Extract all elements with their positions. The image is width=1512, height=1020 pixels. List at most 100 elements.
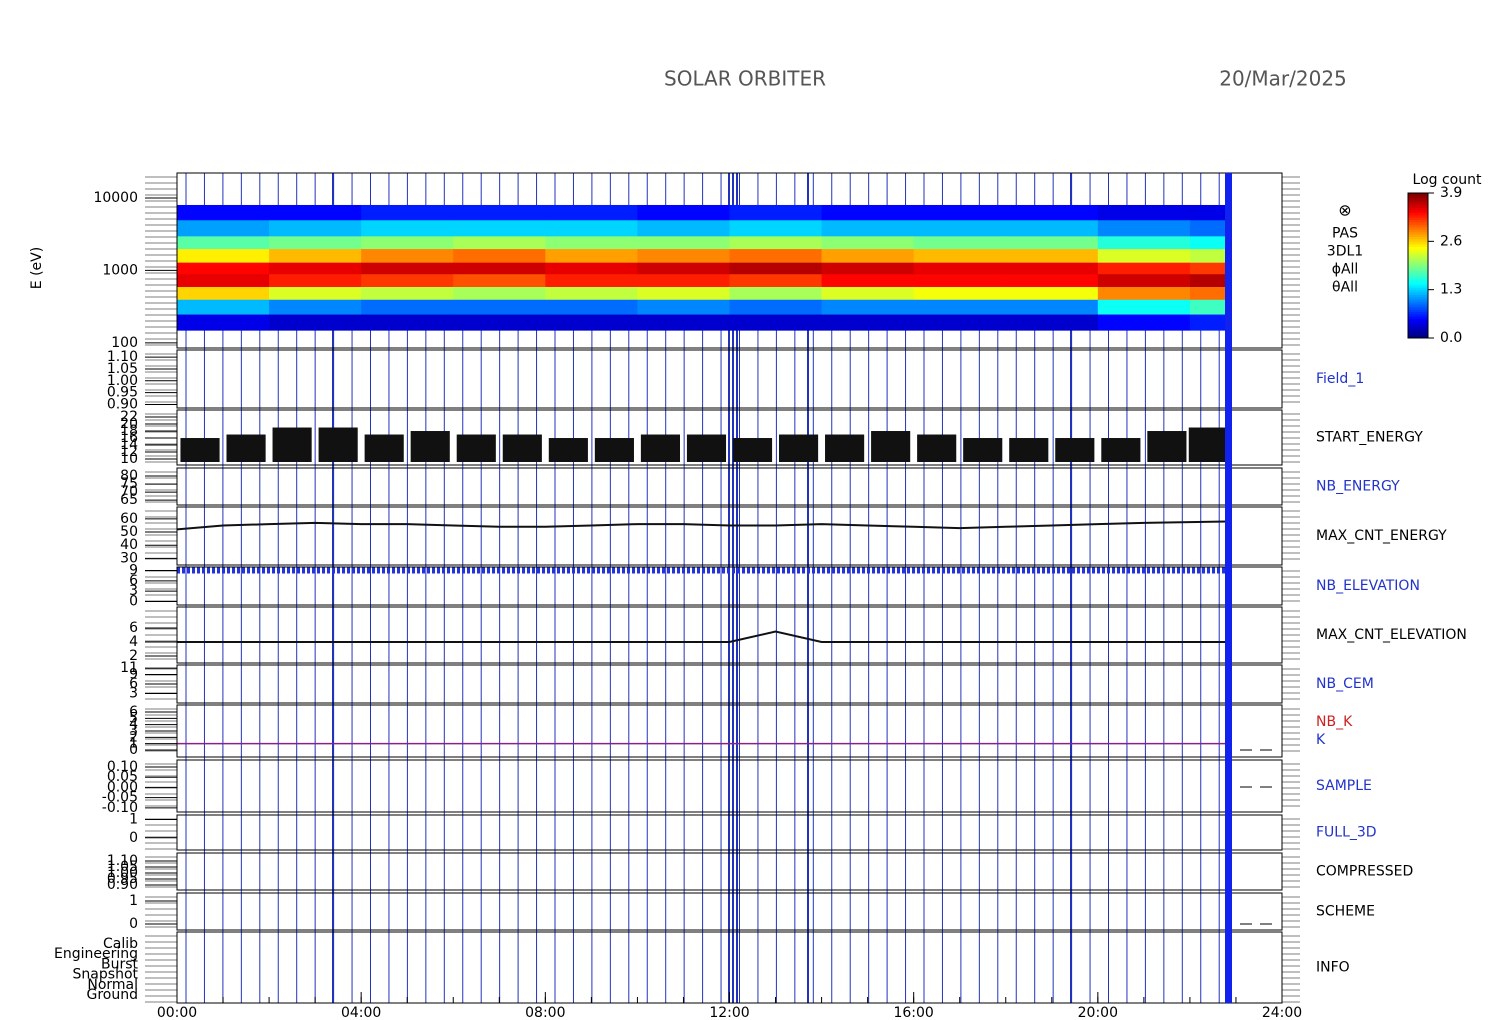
heatmap-cell — [361, 299, 454, 315]
y-tick-label: 6 — [129, 620, 138, 636]
colorbar-swatch — [1408, 270, 1428, 274]
y-tick-label: 1.05 — [107, 361, 138, 377]
heatmap-cell — [1189, 248, 1228, 263]
colorbar-swatch — [1408, 333, 1428, 337]
heatmap-cell — [1005, 299, 1099, 315]
y-tick-label: 6 — [129, 573, 138, 589]
y-tick-label: 0.95 — [107, 385, 138, 401]
heatmap-cell — [361, 235, 454, 250]
y-tick-label: 4 — [129, 634, 138, 650]
y-tick-label: 1 — [129, 893, 138, 909]
heatmap-cell — [453, 314, 546, 331]
colorbar-swatch — [1408, 255, 1428, 259]
panel-label: NB_ELEVATION — [1316, 578, 1420, 594]
category-label: Calib — [103, 936, 138, 952]
colorbar-swatch — [1408, 282, 1428, 286]
heatmap-cell — [821, 248, 915, 263]
colorbar-swatch — [1408, 193, 1428, 196]
heatmap-cell — [453, 219, 546, 237]
colorbar-swatch — [1408, 246, 1428, 250]
colorbar-swatch — [1408, 197, 1428, 201]
y-tick-label: 1000 — [102, 262, 138, 278]
colorbar-swatch — [1408, 238, 1428, 242]
panel-frame — [176, 814, 1283, 851]
x-tick-label: 24:00 — [1262, 1005, 1302, 1020]
x-tick-label: 16:00 — [893, 1005, 933, 1020]
y-tick-label: 0.00 — [107, 779, 138, 795]
heatmap-cell — [1005, 286, 1099, 300]
y-tick-label: 12 — [120, 444, 138, 460]
y-tick-label: 0.90 — [107, 877, 138, 893]
panel-frame — [176, 759, 1283, 813]
heatmap-cell — [269, 286, 362, 300]
colorbar-swatch — [1408, 212, 1428, 216]
heatmap-cell — [453, 286, 546, 300]
heatmap-cell — [361, 248, 454, 263]
colorbar-swatch — [1408, 243, 1428, 247]
heatmap-cell — [269, 204, 362, 221]
heatmap-cell — [1005, 204, 1099, 221]
heatmap-cell — [1189, 235, 1228, 250]
colorbar-swatch — [1408, 209, 1428, 213]
heatmap-cell — [545, 248, 638, 263]
heatmap-cell — [1189, 219, 1228, 237]
heatmap-cell — [821, 299, 915, 315]
heatmap-cell — [821, 219, 915, 237]
panel-label: START_ENERGY — [1316, 430, 1423, 446]
colorbar-swatch — [1408, 260, 1428, 264]
bar — [917, 434, 957, 462]
y-tick-label: 18 — [120, 423, 138, 439]
heatmap-cell — [1097, 286, 1191, 300]
bar — [456, 434, 496, 462]
y-tick-label: 4 — [129, 717, 138, 733]
heatmap-cell — [913, 286, 1007, 300]
colorbar-swatch — [1408, 335, 1428, 339]
colorbar-swatch — [1408, 272, 1428, 276]
colorbar-swatch — [1408, 224, 1428, 228]
heatmap-cell — [821, 273, 915, 287]
bar — [594, 438, 634, 462]
heatmap-cell — [821, 262, 915, 275]
heatmap-cell — [177, 219, 270, 237]
heatmap-cell — [177, 273, 270, 287]
colorbar-swatch — [1408, 325, 1428, 329]
panel-label: MAX_CNT_ENERGY — [1316, 528, 1447, 544]
bar — [180, 438, 220, 462]
colorbar-swatch — [1408, 253, 1428, 257]
y-tick-label: 1.00 — [107, 373, 138, 389]
colorbar-swatch — [1408, 226, 1428, 230]
heatmap-cell — [913, 262, 1007, 275]
heatmap-cell — [269, 219, 362, 237]
colorbar-swatch — [1408, 265, 1428, 269]
heatmap-cell — [821, 314, 915, 331]
heatmap-cell — [545, 314, 638, 331]
y-tick-label: 0 — [129, 830, 138, 846]
bar — [686, 434, 727, 462]
heatmap-cell — [177, 286, 270, 300]
colorbar-swatch — [1408, 318, 1428, 322]
panel-label: COMPRESSED — [1316, 864, 1413, 880]
colorbar-swatch — [1408, 267, 1428, 271]
heatmap-cell — [913, 219, 1007, 237]
colorbar-tick-label: 3.9 — [1440, 185, 1462, 201]
y-tick-label: 10000 — [93, 190, 138, 206]
heatmap-cell — [177, 262, 270, 275]
panel-label: ϕAll — [1332, 262, 1359, 278]
heatmap-cell — [637, 273, 730, 287]
colorbar-swatch — [1408, 236, 1428, 240]
y-tick-label: 3 — [129, 686, 138, 702]
y-tick-label: 2 — [129, 648, 138, 664]
colorbar-swatch — [1408, 217, 1428, 221]
heatmap-cell — [269, 314, 362, 331]
colorbar-swatch — [1408, 280, 1428, 283]
heatmap-cell — [637, 235, 730, 250]
y-tick-label: 1.00 — [107, 865, 138, 881]
panel-label: 3DL1 — [1327, 244, 1363, 260]
heatmap-cell — [361, 219, 454, 237]
panel-frame — [176, 409, 1283, 466]
y-axis-label: E (eV) — [29, 247, 45, 289]
panel-frame — [176, 892, 1283, 931]
colorbar-swatch — [1408, 313, 1428, 317]
category-label: Snapshot — [73, 967, 139, 983]
